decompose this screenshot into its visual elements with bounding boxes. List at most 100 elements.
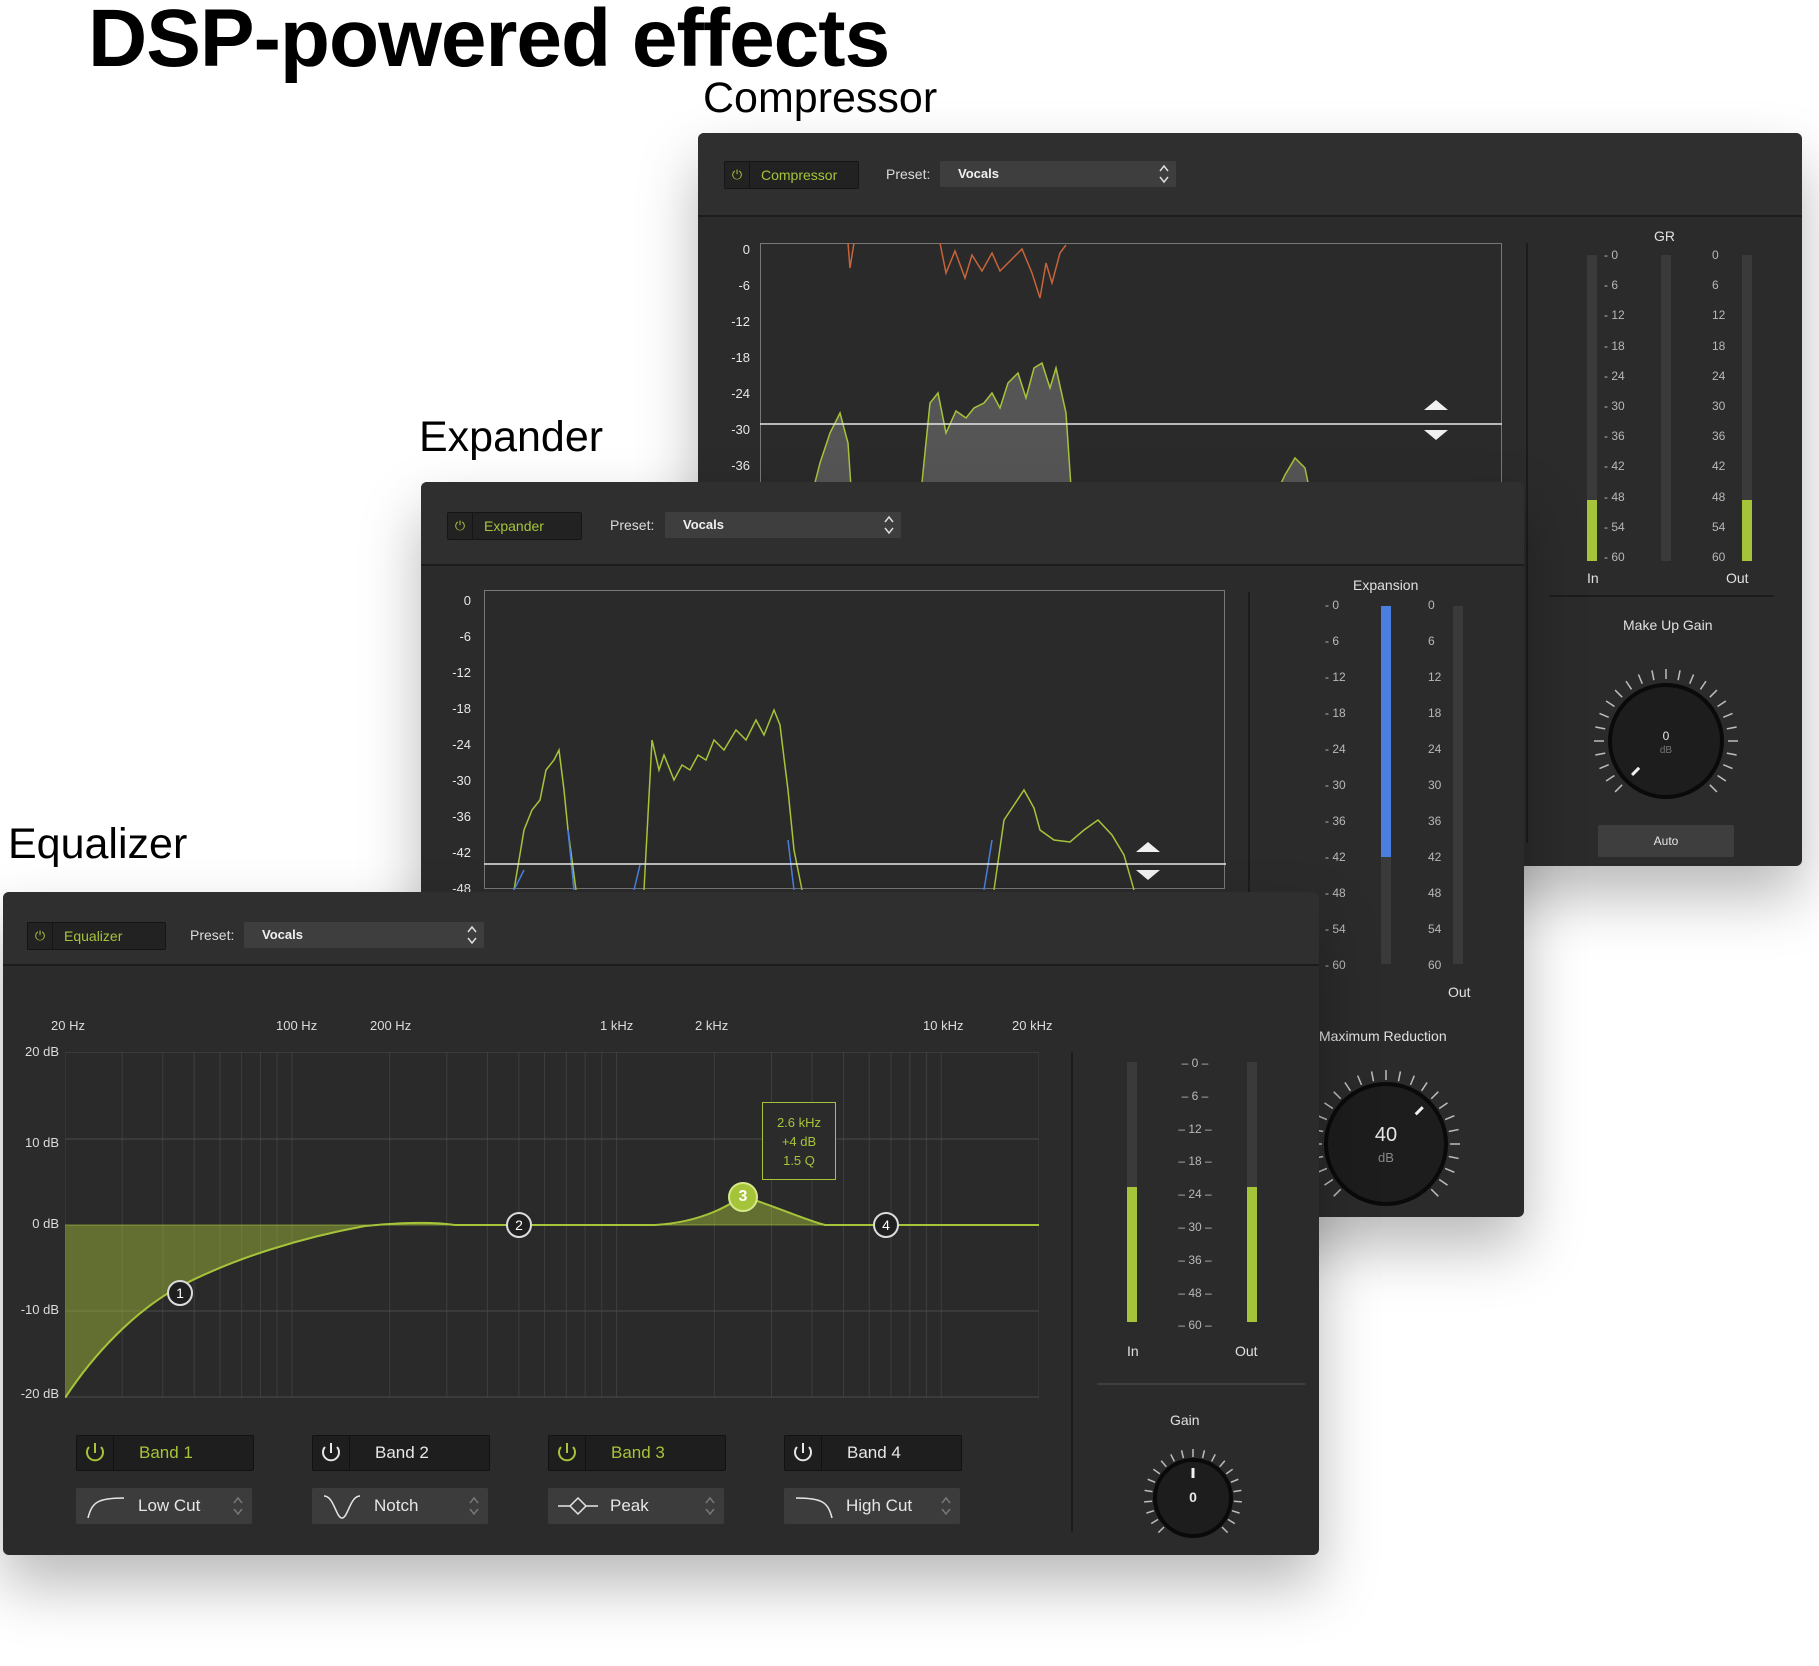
band-1-toggle[interactable]: Band 1 bbox=[76, 1435, 254, 1471]
y-tick: -6 bbox=[459, 629, 471, 644]
meter-tick: 60 bbox=[1428, 958, 1442, 972]
compressor-caption: Compressor bbox=[703, 74, 938, 122]
up-down-icon bbox=[467, 925, 477, 945]
meter-tick: 0 bbox=[1712, 248, 1719, 262]
equalizer-header: ⏻ Equalizer Preset: Vocals bbox=[3, 892, 1319, 966]
eq-node-tooltip: 2.6 kHz +4 dB 1.5 Q bbox=[762, 1102, 836, 1180]
db-label: 20 dB bbox=[25, 1044, 59, 1059]
power-icon: ⏻ bbox=[28, 923, 53, 949]
power-icon bbox=[313, 1436, 350, 1470]
meter-tick: - 48 bbox=[1325, 886, 1346, 900]
meter-tick: 12 bbox=[1428, 670, 1442, 684]
band-type: Notch bbox=[374, 1496, 419, 1515]
band-label: Band 1 bbox=[139, 1443, 193, 1462]
meter-tick: - 18 bbox=[1325, 706, 1346, 720]
meter-tick: 30 bbox=[1428, 778, 1442, 792]
low-cut-icon bbox=[87, 1497, 125, 1519]
freq-label: 2 kHz bbox=[695, 1018, 729, 1033]
tooltip-freq: 2.6 kHz bbox=[776, 1115, 822, 1130]
meter-tick: 12 bbox=[1712, 308, 1726, 323]
expander-preset-select[interactable]: Vocals bbox=[665, 512, 901, 538]
meter-tick: - 6 bbox=[1604, 278, 1619, 293]
expander-power-toggle[interactable]: ⏻ Expander bbox=[447, 512, 582, 540]
meter-tick: 6 bbox=[1712, 278, 1719, 293]
out-label: Out bbox=[1235, 1343, 1258, 1359]
expansion-meter bbox=[1381, 606, 1391, 964]
meter-tick: - 36 bbox=[1325, 814, 1346, 828]
meter-tick: 36 bbox=[1428, 814, 1442, 828]
up-down-icon bbox=[705, 1496, 715, 1516]
band-4-type-select[interactable]: High Cut bbox=[784, 1488, 960, 1524]
eq-node-1[interactable]: 1 bbox=[167, 1280, 193, 1306]
preset-value: Vocals bbox=[683, 517, 724, 532]
max-reduction-knob[interactable]: 40 dB bbox=[1311, 1069, 1461, 1217]
expansion-label: Expansion bbox=[1353, 577, 1419, 593]
meter-tick: 48 bbox=[1712, 489, 1726, 504]
in-label: In bbox=[1127, 1343, 1139, 1359]
db-label: -10 dB bbox=[20, 1302, 59, 1317]
meter-tick: - 60 bbox=[1604, 550, 1625, 564]
separator bbox=[1550, 595, 1774, 597]
band-1-type-select[interactable]: Low Cut bbox=[76, 1488, 252, 1524]
compressor-preset-select[interactable]: Vocals bbox=[940, 161, 1176, 187]
band-2-type-select[interactable]: Notch bbox=[312, 1488, 488, 1524]
expander-panel: ⏻ Expander Preset: Vocals 0 -6 -12 -18 -… bbox=[421, 482, 1524, 1217]
meter-tick: 6 bbox=[1428, 634, 1435, 648]
meter-tick: 60 bbox=[1712, 550, 1726, 564]
freq-label: 100 Hz bbox=[276, 1018, 318, 1033]
meter-tick: – 24 – bbox=[1178, 1187, 1212, 1202]
meter-tick: 48 bbox=[1428, 886, 1442, 900]
db-label: 0 dB bbox=[32, 1216, 59, 1231]
expander-out-meter bbox=[1453, 606, 1463, 964]
notch-icon bbox=[323, 1495, 361, 1519]
compressor-in-meter bbox=[1587, 255, 1597, 561]
band-4-toggle[interactable]: Band 4 bbox=[784, 1435, 962, 1471]
eq-node-3[interactable]: 3 bbox=[728, 1182, 758, 1212]
meter-tick: – 0 – bbox=[1181, 1056, 1209, 1070]
auto-button[interactable]: Auto bbox=[1598, 825, 1734, 857]
separator bbox=[1097, 1383, 1305, 1385]
meter-tick: 30 bbox=[1712, 399, 1726, 413]
gain-value: 0 bbox=[1189, 1489, 1197, 1505]
eq-node-2[interactable]: 2 bbox=[506, 1212, 532, 1238]
band-type: Low Cut bbox=[138, 1496, 201, 1515]
knob-ticks bbox=[1594, 669, 1738, 799]
eq-node-4[interactable]: 4 bbox=[873, 1212, 899, 1238]
freq-label: 20 Hz bbox=[51, 1018, 85, 1033]
compressor-power-toggle[interactable]: ⏻ Compressor bbox=[724, 161, 859, 189]
band-3-type-select[interactable]: Peak bbox=[548, 1488, 724, 1524]
preset-value: Vocals bbox=[262, 927, 303, 942]
y-tick: -18 bbox=[452, 701, 471, 716]
equalizer-preset-select[interactable]: Vocals bbox=[244, 922, 484, 948]
band-2-toggle[interactable]: Band 2 bbox=[312, 1435, 490, 1471]
band-label: Band 4 bbox=[847, 1443, 901, 1462]
max-reduction-unit: dB bbox=[1378, 1150, 1394, 1165]
equalizer-name: Equalizer bbox=[64, 928, 123, 944]
y-tick: -36 bbox=[452, 809, 471, 824]
equalizer-power-toggle[interactable]: ⏻ Equalizer bbox=[27, 922, 166, 950]
meter-tick: - 42 bbox=[1325, 850, 1346, 864]
equalizer-caption: Equalizer bbox=[8, 820, 188, 868]
peak-icon bbox=[558, 1496, 598, 1516]
band-3-toggle[interactable]: Band 3 bbox=[548, 1435, 726, 1471]
y-tick: 0 bbox=[742, 242, 750, 257]
up-down-icon bbox=[1159, 164, 1169, 184]
meter-tick: 42 bbox=[1428, 850, 1442, 864]
meter-tick: - 0 bbox=[1604, 248, 1619, 262]
expander-name: Expander bbox=[484, 518, 544, 534]
makeup-gain-knob[interactable]: 0 dB bbox=[1593, 668, 1739, 814]
band-type: High Cut bbox=[846, 1496, 913, 1515]
expander-caption: Expander bbox=[419, 413, 604, 461]
meter-tick: – 48 – bbox=[1178, 1285, 1212, 1300]
meter-tick: – 6 – bbox=[1181, 1088, 1209, 1103]
freq-label: 10 kHz bbox=[923, 1018, 964, 1033]
gain-knob[interactable]: 0 bbox=[1143, 1448, 1243, 1548]
db-label: -20 dB bbox=[20, 1386, 59, 1401]
meter-tick: 54 bbox=[1428, 922, 1442, 936]
meter-tick: 42 bbox=[1712, 459, 1726, 474]
preset-label: Preset: bbox=[886, 166, 931, 182]
compressor-out-meter bbox=[1742, 255, 1752, 561]
meter-tick: 24 bbox=[1712, 368, 1726, 383]
makeup-gain-label: Make Up Gain bbox=[1623, 617, 1713, 633]
meter-tick: - 6 bbox=[1325, 634, 1340, 648]
